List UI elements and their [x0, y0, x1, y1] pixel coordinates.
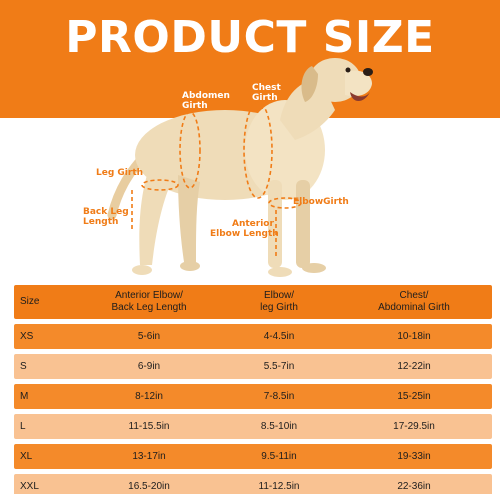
page-title: PRODUCT SIZE	[65, 12, 435, 63]
cell-size: XS	[20, 330, 34, 342]
table-row: L 11-15.5in 8.5-10in 17-29.5in	[14, 414, 492, 439]
cell-size: S	[20, 360, 27, 372]
chest-girth-label: Chest Girth	[252, 83, 281, 103]
cell-chest: 10-18in	[397, 330, 431, 342]
back-leg-length-label: Back Leg Length	[83, 207, 129, 227]
cell-length: 11-15.5in	[128, 420, 170, 432]
dog-illustration: Abdomen Girth Chest Girth Leg Girth Back L…	[83, 58, 373, 277]
header-elbow-girth: Elbow/ leg Girth	[260, 290, 298, 313]
leg-girth-label: Leg Girth	[96, 168, 144, 178]
table-row: XXL 16.5-20in 11-12.5in 22-36in	[14, 474, 492, 494]
cell-elbow: 5.5-7in	[263, 360, 295, 372]
cell-length: 8-12in	[135, 390, 163, 402]
cell-elbow: 11-12.5in	[258, 480, 300, 492]
abdomen-girth-label: Abdomen Girth	[182, 91, 230, 111]
size-table: Size Anterior Elbow/ Back Leg Length Elb…	[14, 285, 492, 494]
cell-length: 5-6in	[137, 330, 161, 342]
cell-size: XXL	[20, 480, 39, 492]
cell-chest: 12-22in	[397, 360, 431, 372]
elbow-girth-label: ElbowGirth	[293, 197, 349, 207]
cell-length: 6-9in	[137, 360, 161, 372]
table-row: XS 5-6in 4-4.5in 10-18in	[14, 324, 492, 349]
cell-chest: 19-33in	[397, 450, 431, 462]
cell-size: XL	[20, 450, 33, 462]
table-row: M 8-12in 7-8.5in 15-25in	[14, 384, 492, 409]
cell-elbow: 4-4.5in	[263, 330, 295, 342]
table-row: XL 13-17in 9.5-11in 19-33in	[14, 444, 492, 469]
title-banner	[0, 0, 500, 118]
cell-size: L	[20, 420, 26, 432]
cell-length: 13-17in	[132, 450, 166, 462]
cell-size: M	[20, 390, 29, 402]
table-row: S 6-9in 5.5-7in 12-22in	[14, 354, 492, 379]
cell-length: 16.5-20in	[128, 480, 170, 492]
table-body: XS 5-6in 4-4.5in 10-18in S 6-9in 5.5-7in…	[14, 324, 492, 494]
cell-chest: 17-29.5in	[393, 420, 435, 432]
table-header-row: Size Anterior Elbow/ Back Leg Length Elb…	[14, 285, 492, 319]
header-size: Size	[20, 296, 40, 307]
cell-elbow: 9.5-11in	[261, 450, 297, 462]
dog-figure	[107, 58, 373, 277]
cell-elbow: 8.5-10in	[260, 420, 298, 432]
header-anterior-elbow: Anterior Elbow/ Back Leg Length	[111, 290, 187, 313]
cell-elbow: 7-8.5in	[263, 390, 295, 402]
anterior-elbow-length-label: Anterior Elbow Length	[210, 219, 279, 239]
header-chest-girth: Chest/ Abdominal Girth	[378, 290, 450, 313]
cell-chest: 15-25in	[397, 390, 431, 402]
cell-chest: 22-36in	[397, 480, 431, 492]
